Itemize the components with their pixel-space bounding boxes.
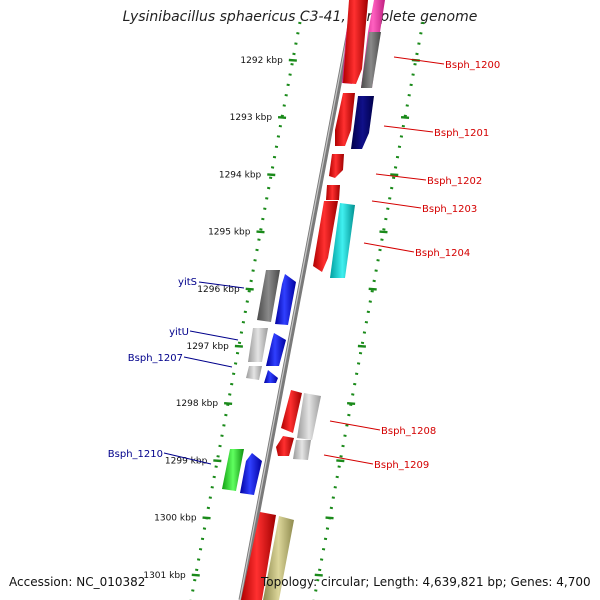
tick-label: 1297 kbp bbox=[186, 342, 229, 352]
gene-feature[interactable] bbox=[248, 328, 268, 362]
tick-mark-right bbox=[379, 230, 388, 234]
tick-mark-right bbox=[400, 116, 410, 119]
tick-mark-left bbox=[234, 344, 243, 348]
tick-mark-left bbox=[191, 573, 200, 577]
gene-feature[interactable] bbox=[276, 436, 294, 456]
tick-mark-left bbox=[288, 58, 297, 62]
tick-mark-right bbox=[336, 459, 345, 463]
gene-labels: Bsph_1200 Bsph_1201 Bsph_1202 Bsph_1203 Bsph… bbox=[108, 60, 500, 471]
tick-label: 1296 kbp bbox=[197, 285, 240, 295]
gene-feature[interactable] bbox=[330, 203, 355, 278]
accession-text: Accession: NC_010382 bbox=[9, 575, 146, 589]
tick-mark-right bbox=[314, 573, 323, 577]
label-leaders bbox=[163, 56, 445, 465]
gene-label[interactable]: Bsph_1209 bbox=[374, 460, 429, 471]
tick-mark-left bbox=[202, 516, 211, 520]
tick-mark-left bbox=[213, 459, 222, 463]
scale-track-right bbox=[312, 21, 425, 600]
gene-feature[interactable] bbox=[313, 201, 338, 272]
gene-label[interactable]: Bsph_1200 bbox=[445, 60, 500, 71]
gene-label[interactable]: Bsph_1207 bbox=[128, 353, 183, 364]
scale-track-left bbox=[189, 21, 302, 600]
gene-feature[interactable] bbox=[246, 366, 262, 380]
genome-summary-text: Topology: circular; Length: 4,639,821 bp… bbox=[261, 575, 591, 589]
gene-feature[interactable] bbox=[266, 333, 286, 366]
gene-feature[interactable] bbox=[335, 93, 355, 146]
gene-feature[interactable] bbox=[297, 393, 321, 440]
tick-mark-right bbox=[357, 344, 366, 348]
tick-mark-right bbox=[368, 287, 377, 291]
tick-mark-right bbox=[325, 516, 334, 520]
gene-label[interactable]: Bsph_1203 bbox=[422, 204, 477, 215]
gene-feature[interactable] bbox=[326, 185, 340, 200]
tick-label: 1292 kbp bbox=[240, 56, 283, 66]
gene-label[interactable]: Bsph_1202 bbox=[427, 176, 482, 187]
tick-mark-right bbox=[390, 173, 399, 177]
tick-label: 1295 kbp bbox=[208, 228, 251, 238]
tick-label: 1298 kbp bbox=[176, 399, 219, 409]
gene-feature[interactable] bbox=[257, 270, 280, 322]
tick-mark-left bbox=[245, 287, 254, 291]
gene-feature[interactable] bbox=[240, 453, 262, 495]
gene-features bbox=[222, 0, 385, 600]
gene-label[interactable]: Bsph_1210 bbox=[108, 449, 163, 460]
tick-mark-left bbox=[256, 230, 265, 234]
map-title: Lysinibacillus sphaericus C3-41, complet… bbox=[122, 9, 478, 25]
gene-label[interactable]: Bsph_1208 bbox=[381, 426, 436, 437]
tick-mark-right bbox=[347, 402, 356, 405]
gene-feature[interactable] bbox=[329, 154, 344, 178]
gene-feature[interactable] bbox=[263, 516, 294, 600]
gene-feature[interactable] bbox=[281, 390, 302, 433]
gene-feature[interactable] bbox=[275, 274, 296, 325]
tick-mark-left bbox=[277, 116, 287, 119]
gene-feature[interactable] bbox=[222, 449, 244, 491]
tick-mark-left bbox=[224, 402, 233, 405]
gene-feature[interactable] bbox=[361, 32, 381, 88]
tick-label: 1293 kbp bbox=[230, 113, 273, 123]
tick-label: 1300 kbp bbox=[154, 514, 197, 524]
tick-label: 1294 kbp bbox=[219, 170, 262, 180]
gene-label[interactable]: Bsph_1201 bbox=[434, 128, 489, 139]
gene-label[interactable]: Bsph_1204 bbox=[415, 248, 470, 259]
tick-label: 1299 kbp bbox=[165, 456, 208, 466]
gene-feature[interactable] bbox=[343, 0, 368, 84]
tick-label: 1301 kbp bbox=[143, 571, 186, 581]
gene-feature[interactable] bbox=[241, 512, 276, 600]
gene-label[interactable]: yitS bbox=[178, 277, 197, 288]
gene-feature[interactable] bbox=[264, 370, 278, 383]
gene-feature[interactable] bbox=[293, 440, 311, 460]
genome-backbone bbox=[238, 0, 358, 600]
kbp-ticks: 1292 kbp 1293 kbp 1294 kbp 1295 kbp 1296 kbp… bbox=[143, 56, 420, 581]
gene-feature[interactable] bbox=[351, 96, 374, 149]
tick-mark-left bbox=[267, 173, 276, 177]
gene-label[interactable]: yitU bbox=[169, 327, 189, 338]
